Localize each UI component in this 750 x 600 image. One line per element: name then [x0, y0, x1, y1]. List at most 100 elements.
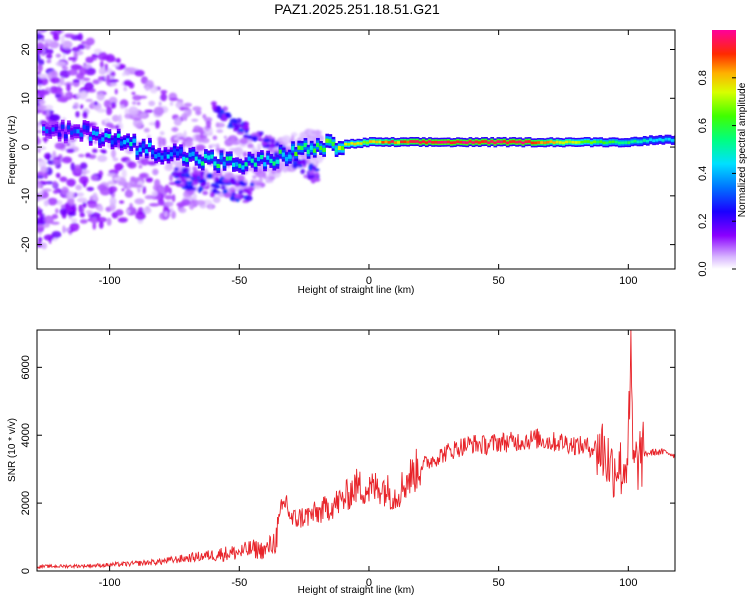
heatmap-blob: [212, 196, 221, 204]
heatmap-blob: [148, 100, 156, 107]
x-tick-label: 0: [366, 577, 372, 589]
heatmap-blob: [243, 121, 250, 128]
heatmap-blob: [51, 231, 62, 239]
heatmap-blob: [257, 143, 262, 152]
heatmap-blob: [237, 174, 245, 182]
heatmap-blob: [200, 171, 205, 177]
ridge-core: [415, 140, 420, 143]
ridge-core: [104, 133, 109, 138]
ridge-core: [574, 141, 579, 144]
heatmap-blob: [157, 185, 165, 192]
heatmap-blob: [191, 182, 198, 186]
ridge-core: [667, 137, 672, 141]
heatmap-blob: [55, 208, 59, 214]
heatmap-blob: [125, 209, 131, 214]
heatmap-blob: [80, 207, 85, 213]
heatmap-blob: [158, 202, 166, 206]
heatmap-blob: [54, 142, 66, 150]
heatmap-blob: [98, 220, 104, 229]
heatmap-blob: [171, 127, 179, 132]
heatmap-blob: [68, 57, 77, 61]
heatmap-blob: [112, 157, 119, 162]
heatmap-blob: [136, 101, 141, 106]
heatmap-blob: [66, 142, 71, 147]
heatmap-blob: [37, 197, 44, 201]
heatmap-blob: [43, 215, 54, 225]
ridge-core: [222, 161, 227, 166]
heatmap-blob: [89, 154, 97, 160]
heatmap-blob: [106, 74, 110, 83]
heatmap-blob: [124, 113, 132, 119]
heatmap-blob: [38, 159, 47, 168]
ridge-core: [499, 140, 504, 144]
ridge-core: [396, 141, 401, 144]
heatmap-blob: [70, 218, 78, 223]
snr-y-label: SNR (10 * v/v): [7, 418, 18, 482]
heatmap-blob: [79, 162, 88, 170]
ridge-core: [462, 141, 467, 144]
ridge-core: [204, 153, 208, 159]
colorbar-tick-label: 0.6: [697, 118, 709, 133]
ridge-core: [235, 162, 239, 167]
heatmap-blob: [308, 165, 313, 172]
x-tick-label: 100: [619, 275, 637, 287]
ridge-core: [515, 140, 519, 144]
heatmap-blob: [118, 114, 122, 123]
heatmap-blob: [178, 207, 187, 214]
ridge-core: [95, 131, 99, 136]
ridge-core: [144, 149, 149, 154]
ridge-core: [403, 140, 407, 144]
heatmap-blob: [265, 175, 270, 184]
ridge-core: [440, 140, 445, 144]
ridge-core: [45, 129, 50, 134]
ridge-core: [636, 140, 641, 144]
ridge-core: [151, 150, 155, 155]
ridge-core: [664, 137, 669, 141]
heatmap-blob: [269, 143, 276, 149]
ridge-core: [312, 148, 317, 153]
ridge-core: [185, 157, 190, 162]
ridge-core: [605, 141, 610, 145]
heatmap-blob: [210, 183, 218, 187]
ridge-core: [253, 162, 258, 167]
heatmap-blob: [191, 174, 198, 179]
heatmap-blob: [139, 173, 148, 179]
ridge-core: [546, 140, 551, 144]
colorbar-ticks: 0.0 0.2 0.4 0.6 0.8: [697, 70, 736, 277]
heatmap-blob: [144, 109, 154, 113]
heatmap-blob: [169, 101, 174, 106]
heatmap-blob: [36, 15, 40, 23]
heatmap-blob: [75, 184, 82, 191]
heatmap-blob: [110, 149, 117, 159]
heatmap-blob: [43, 234, 55, 241]
heatmap-blob: [143, 127, 150, 133]
heatmap-blob: [200, 137, 210, 144]
ridge-core: [169, 152, 174, 157]
heatmap-blob: [52, 150, 56, 158]
ridge-core: [322, 147, 326, 152]
heatmap-blob: [314, 172, 320, 177]
heatmap-blob: [173, 117, 182, 126]
heatmap-blob: [114, 88, 118, 95]
heatmap-blob: [72, 79, 81, 83]
heatmap-blob: [300, 168, 305, 175]
ridge-core: [655, 138, 660, 142]
snr-x-label: Height of straight line (km): [298, 585, 415, 596]
heatmap-blob: [85, 210, 93, 214]
ridge-core: [42, 126, 46, 131]
heatmap-blob: [125, 67, 136, 72]
heatmap-blob: [38, 190, 44, 196]
heatmap-blob: [115, 57, 121, 64]
ridge-core: [48, 129, 53, 134]
heatmap-blob: [237, 189, 244, 195]
ridge-core: [306, 149, 311, 154]
colorbar-gradient: [712, 30, 736, 269]
heatmap-blob: [98, 67, 107, 75]
ridge-core: [309, 145, 314, 150]
ridge-core: [673, 138, 675, 142]
ridge-core: [172, 148, 177, 153]
heatmap-blob: [109, 197, 117, 206]
ridge-core: [166, 154, 171, 159]
heatmap-blob: [47, 72, 53, 80]
heatmap-blob: [189, 202, 195, 210]
